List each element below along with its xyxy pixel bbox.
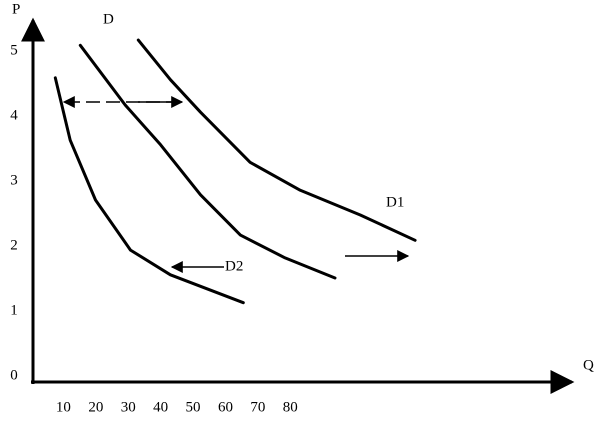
curve-label: D	[103, 11, 114, 27]
curve-label: D1	[386, 194, 404, 210]
y-axis-label: P	[12, 1, 20, 17]
x-tick-label: 80	[283, 399, 298, 415]
y-tick-label: 4	[10, 107, 18, 123]
x-tick-label: 50	[186, 399, 201, 415]
y-tick-label: 2	[10, 237, 18, 253]
x-tick-label: 20	[88, 399, 103, 415]
x-tick-label: 60	[218, 399, 233, 415]
x-tick-label: 10	[56, 399, 71, 415]
x-axis-label: Q	[583, 357, 594, 373]
curve-label: D2	[225, 258, 243, 274]
demand-curve	[136, 38, 417, 242]
y-tick-label: 0	[10, 367, 18, 383]
y-tick-label: 3	[10, 172, 18, 188]
demand-curve	[78, 43, 337, 280]
x-tick-label: 70	[250, 399, 265, 415]
x-tick-label: 40	[153, 399, 168, 415]
y-tick-label: 1	[10, 302, 18, 318]
y-tick-label: 5	[10, 42, 18, 58]
demand-curve	[53, 76, 245, 305]
x-tick-label: 30	[121, 399, 136, 415]
